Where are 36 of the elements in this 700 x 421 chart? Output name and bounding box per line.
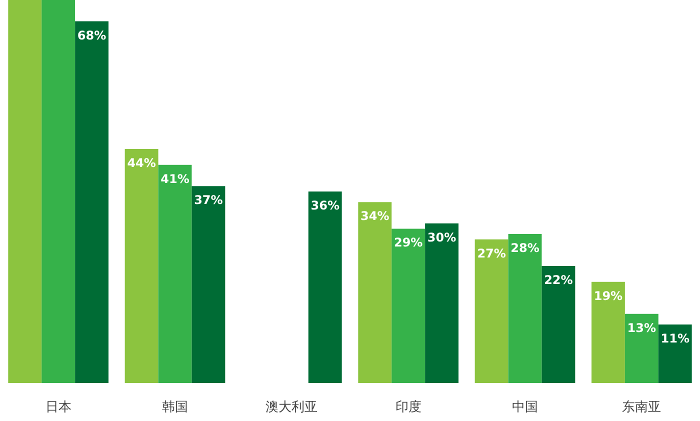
x-tick-label: 日本 — [45, 400, 72, 415]
x-tick-label: 澳大利亚 — [266, 400, 318, 415]
data-label: 28% — [510, 241, 540, 256]
data-label: 19% — [594, 288, 623, 303]
bar — [358, 202, 392, 383]
x-tick-label: 韩国 — [162, 400, 188, 415]
data-label: 29% — [394, 236, 423, 250]
bar — [124, 148, 158, 383]
bar — [192, 186, 226, 383]
data-label: 22% — [544, 272, 573, 287]
bar — [658, 324, 692, 383]
data-label: 27% — [477, 246, 506, 260]
data-label: 44% — [127, 156, 156, 170]
bar — [8, 0, 42, 383]
bar — [308, 192, 342, 383]
data-label: 36% — [310, 198, 340, 212]
x-tick-label: 印度 — [395, 399, 422, 415]
data-label: 11% — [660, 331, 690, 346]
bar — [158, 164, 192, 383]
bar — [425, 223, 458, 383]
x-tick-label: 东南亚 — [622, 400, 662, 415]
bar — [75, 21, 108, 383]
bar — [392, 228, 426, 383]
bar — [592, 282, 625, 383]
data-label: 34% — [360, 209, 390, 224]
bar — [42, 0, 76, 383]
data-label: 37% — [194, 193, 223, 208]
data-label: 13% — [627, 320, 656, 335]
data-label: 68% — [77, 28, 106, 42]
bar — [624, 314, 658, 383]
data-label: 30% — [427, 230, 456, 244]
bar — [474, 239, 508, 383]
bar — [508, 234, 542, 383]
data-label: 41% — [160, 172, 190, 186]
x-tick-label: 中国 — [512, 400, 538, 415]
bar — [542, 266, 576, 383]
